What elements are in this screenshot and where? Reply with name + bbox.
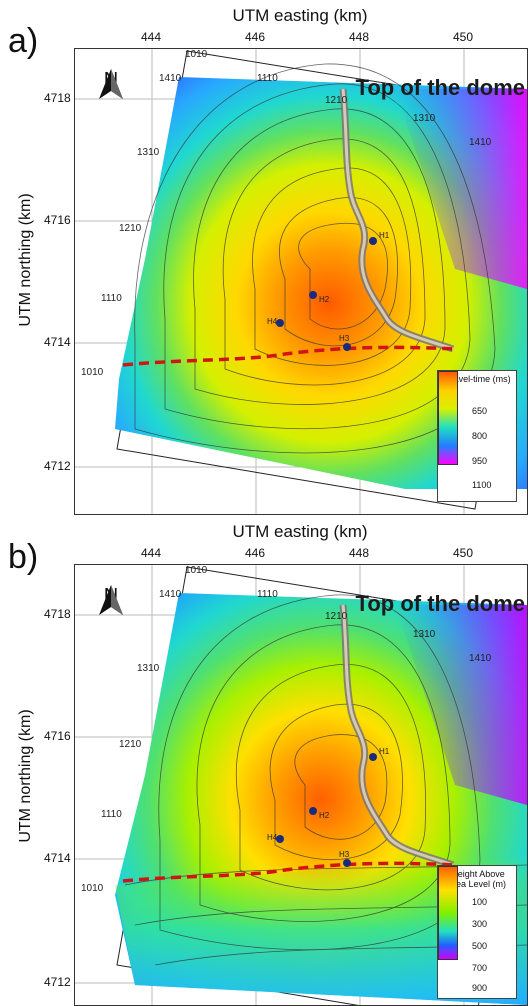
low-corner — [395, 605, 527, 805]
grid-label: 1110 — [101, 809, 122, 820]
panel-b: b) UTM easting (km) 444 446 448 450 4718… — [0, 516, 528, 1006]
y-tick: 4712 — [44, 975, 71, 989]
fault-line — [341, 604, 454, 867]
well-h3 — [343, 859, 351, 867]
north-arrow: N — [99, 585, 123, 615]
legend-tick: 800 — [472, 431, 488, 441]
legend-tick: 650 — [472, 406, 488, 416]
grid-label: 1410 — [159, 73, 182, 84]
well-h2 — [309, 807, 317, 815]
well-label: H1 — [379, 747, 390, 756]
map-area: H1 H2 H3 H4 1010 1410 1110 1210 1310 141… — [74, 564, 528, 1006]
x-tick: 448 — [348, 30, 370, 44]
well-h1 — [369, 753, 377, 761]
map-title: Top of the dome — [355, 75, 525, 100]
well-label: H3 — [339, 334, 350, 343]
grid-label: 1010 — [81, 883, 104, 894]
north-arrow-icon — [99, 585, 123, 615]
grid-label: 1010 — [185, 565, 208, 576]
grid-label: 1110 — [257, 589, 278, 600]
panel-letter: b) — [8, 538, 39, 576]
well-label: H4 — [267, 317, 278, 326]
y-tick: 4718 — [44, 91, 71, 105]
grid-label: 1010 — [185, 49, 208, 60]
legend-tick: 950 — [472, 456, 488, 466]
legend-tick: 1100 — [472, 480, 492, 490]
deep-corner — [395, 89, 527, 289]
well-h3 — [343, 343, 351, 351]
well-label: H2 — [319, 811, 330, 820]
north-arrow: N — [99, 69, 123, 99]
grid-label: 1210 — [119, 739, 142, 750]
grid-label: 1410 — [469, 653, 492, 664]
legend-tick: 900 — [472, 983, 488, 993]
legend-colorbar — [438, 371, 458, 465]
y-tick: 4718 — [44, 607, 71, 621]
grid-label: 1210 — [325, 95, 348, 106]
grid-label: 1410 — [469, 137, 492, 148]
grid-label: 1110 — [257, 73, 278, 84]
legend-colorbar — [438, 866, 458, 960]
x-tick: 446 — [244, 546, 266, 560]
grid-label: 1210 — [325, 611, 348, 622]
contours — [134, 63, 496, 454]
grid-label: 1210 — [119, 223, 142, 234]
panel-letter: a) — [8, 22, 39, 60]
fault-line — [341, 88, 454, 351]
travel-time-surface — [115, 77, 527, 489]
legend-tick: 700 — [472, 963, 488, 973]
x-tick: 446 — [244, 30, 266, 44]
x-tick: 444 — [140, 546, 162, 560]
well-label: H4 — [267, 833, 278, 842]
map-title: Top of the dome — [355, 591, 525, 616]
well-h4 — [276, 319, 284, 327]
map-area: H1 H2 H3 H4 1010 1410 1110 1210 1310 141… — [74, 48, 528, 515]
y-tick: 4714 — [44, 851, 71, 865]
x-tick: 444 — [140, 30, 162, 44]
x-axis-title: UTM easting (km) — [232, 6, 368, 25]
legend: Height Above Sea Level (m) 100 300 500 7… — [437, 865, 517, 999]
legend-title: Travel-time (ms) — [445, 374, 511, 384]
grid-label: 1010 — [81, 367, 104, 378]
south-slope — [115, 855, 527, 1005]
red-dashed-line — [122, 861, 456, 883]
map-svg — [75, 49, 527, 514]
grid-label: 1310 — [413, 629, 436, 640]
grid-label: 1310 — [413, 113, 436, 124]
legend-title: Height Above Sea Level (m) — [449, 869, 507, 889]
x-tick: 450 — [452, 546, 474, 560]
well-h2 — [309, 291, 317, 299]
y-tick: 4714 — [44, 335, 71, 349]
x-tick: 448 — [348, 546, 370, 560]
x-axis-title: UTM easting (km) — [232, 522, 368, 541]
well-label: H3 — [339, 850, 350, 859]
y-tick: 4716 — [44, 213, 71, 227]
well-h1 — [369, 237, 377, 245]
y-tick: 4712 — [44, 459, 71, 473]
y-tick: 4716 — [44, 729, 71, 743]
grid-label: 1310 — [137, 663, 160, 674]
legend-tick: 500 — [472, 941, 488, 951]
legend-tick: 300 — [472, 919, 488, 929]
grid-label: 1310 — [137, 147, 160, 158]
well-label: H2 — [319, 295, 330, 304]
north-arrow-icon — [99, 69, 123, 99]
panel-a: a) UTM easting (km) 444 446 448 450 4718… — [8, 6, 528, 515]
x-tick: 450 — [452, 30, 474, 44]
legend: Travel-time (ms) 650 800 950 1100 — [437, 370, 517, 502]
y-axis-title: UTM northing (km) — [17, 193, 34, 327]
well-label: H1 — [379, 231, 390, 240]
legend-tick: 100 — [472, 897, 488, 907]
well-h4 — [276, 835, 284, 843]
red-dashed-line — [122, 345, 456, 367]
grid-label: 1410 — [159, 589, 182, 600]
y-axis-title: UTM northing (km) — [17, 709, 34, 843]
grid-label: 1110 — [101, 293, 122, 304]
